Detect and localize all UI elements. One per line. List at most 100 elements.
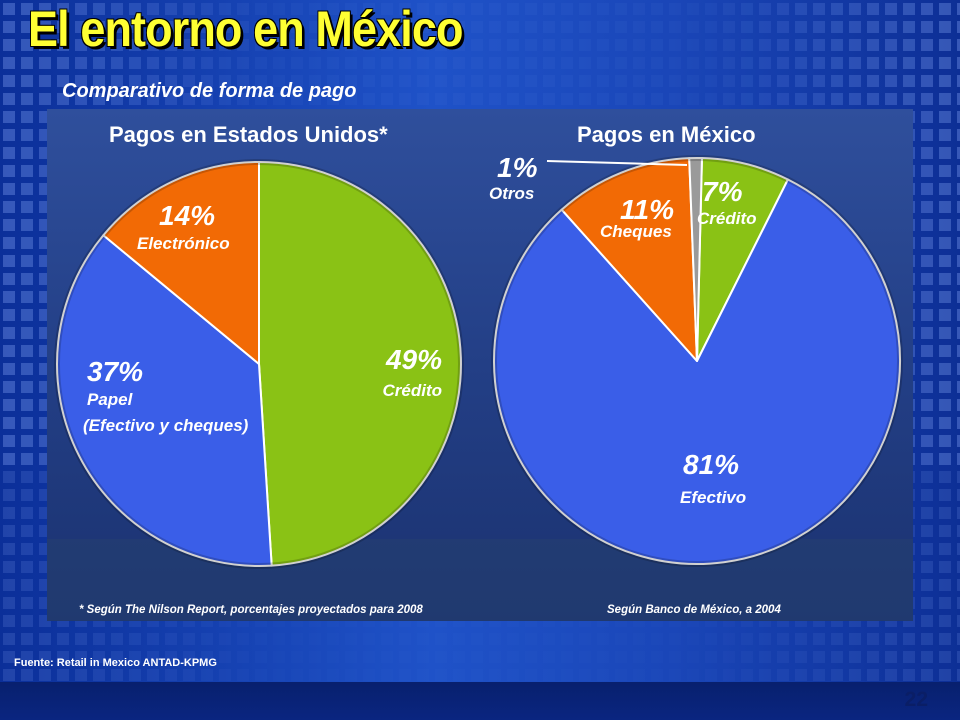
background-tile bbox=[525, 633, 537, 645]
background-tile bbox=[867, 633, 879, 645]
background-tile bbox=[813, 3, 825, 15]
background-tile bbox=[957, 3, 960, 15]
background-tile bbox=[597, 651, 609, 663]
background-tile bbox=[687, 39, 699, 51]
background-tile bbox=[723, 75, 735, 87]
background-tile bbox=[3, 309, 15, 321]
background-tile bbox=[165, 75, 177, 87]
background-tile bbox=[237, 57, 249, 69]
background-tile bbox=[255, 669, 267, 681]
background-tile bbox=[939, 39, 951, 51]
background-tile bbox=[21, 381, 33, 393]
background-tile bbox=[507, 633, 519, 645]
background-tile bbox=[957, 255, 960, 267]
background-tile bbox=[273, 93, 285, 105]
background-tile bbox=[615, 3, 627, 15]
background-tile bbox=[579, 633, 591, 645]
background-tile bbox=[165, 57, 177, 69]
background-tile bbox=[147, 3, 159, 15]
background-tile bbox=[363, 633, 375, 645]
background-tile bbox=[291, 3, 303, 15]
background-tile bbox=[345, 39, 357, 51]
background-tile bbox=[489, 651, 501, 663]
background-tile bbox=[525, 57, 537, 69]
background-tile bbox=[921, 57, 933, 69]
background-tile bbox=[543, 3, 555, 15]
background-tile bbox=[21, 417, 33, 429]
background-tile bbox=[3, 579, 15, 591]
background-tile bbox=[309, 3, 321, 15]
background-tile bbox=[21, 237, 33, 249]
background-tile bbox=[3, 597, 15, 609]
background-tile bbox=[201, 39, 213, 51]
background-tile bbox=[705, 633, 717, 645]
background-tile bbox=[21, 273, 33, 285]
background-tile bbox=[597, 669, 609, 681]
background-tile bbox=[687, 651, 699, 663]
background-tile bbox=[21, 633, 33, 645]
background-tile bbox=[21, 75, 33, 87]
background-tile bbox=[219, 39, 231, 51]
background-tile bbox=[327, 651, 339, 663]
background-tile bbox=[723, 633, 735, 645]
background-tile bbox=[399, 3, 411, 15]
background-tile bbox=[399, 39, 411, 51]
background-tile bbox=[39, 651, 51, 663]
background-tile bbox=[219, 57, 231, 69]
background-tile bbox=[3, 219, 15, 231]
background-tile bbox=[273, 21, 285, 33]
background-tile bbox=[903, 57, 915, 69]
background-tile bbox=[3, 651, 15, 663]
background-tile bbox=[309, 633, 321, 645]
background-tile bbox=[255, 93, 267, 105]
background-tile bbox=[21, 111, 33, 123]
background-tile bbox=[903, 93, 915, 105]
background-tile bbox=[885, 39, 897, 51]
background-tile bbox=[291, 39, 303, 51]
background-tile bbox=[831, 651, 843, 663]
background-tile bbox=[237, 3, 249, 15]
background-tile bbox=[525, 75, 537, 87]
background-tile bbox=[525, 39, 537, 51]
us-paper-sublabel: (Efectivo y cheques) bbox=[83, 416, 249, 435]
background-tile bbox=[93, 39, 105, 51]
background-tile bbox=[921, 633, 933, 645]
background-tile bbox=[39, 669, 51, 681]
background-tile bbox=[795, 633, 807, 645]
background-tile bbox=[255, 633, 267, 645]
background-tile bbox=[255, 39, 267, 51]
background-tile bbox=[921, 3, 933, 15]
background-tile bbox=[399, 21, 411, 33]
background-tile bbox=[957, 291, 960, 303]
background-tile bbox=[21, 255, 33, 267]
background-tile bbox=[291, 57, 303, 69]
background-tile bbox=[633, 669, 645, 681]
background-tile bbox=[183, 651, 195, 663]
background-tile bbox=[237, 39, 249, 51]
background-tile bbox=[939, 615, 951, 627]
background-tile bbox=[939, 561, 951, 573]
background-tile bbox=[939, 597, 951, 609]
background-tile bbox=[291, 93, 303, 105]
background-tile bbox=[633, 39, 645, 51]
mx-chart-footnote: Según Banco de México, a 2004 bbox=[607, 604, 781, 616]
background-tile bbox=[921, 471, 933, 483]
background-tile bbox=[453, 3, 465, 15]
background-tile bbox=[399, 75, 411, 87]
background-tile bbox=[381, 57, 393, 69]
background-tile bbox=[399, 93, 411, 105]
background-tile bbox=[579, 21, 591, 33]
background-tile bbox=[957, 165, 960, 177]
background-tile bbox=[957, 111, 960, 123]
background-tile bbox=[273, 57, 285, 69]
background-tile bbox=[939, 309, 951, 321]
background-tile bbox=[939, 21, 951, 33]
background-tile bbox=[615, 21, 627, 33]
background-tile bbox=[3, 93, 15, 105]
background-tile bbox=[21, 165, 33, 177]
background-tile bbox=[705, 669, 717, 681]
background-tile bbox=[813, 651, 825, 663]
background-tile bbox=[741, 669, 753, 681]
background-tile bbox=[21, 399, 33, 411]
background-tile bbox=[633, 651, 645, 663]
